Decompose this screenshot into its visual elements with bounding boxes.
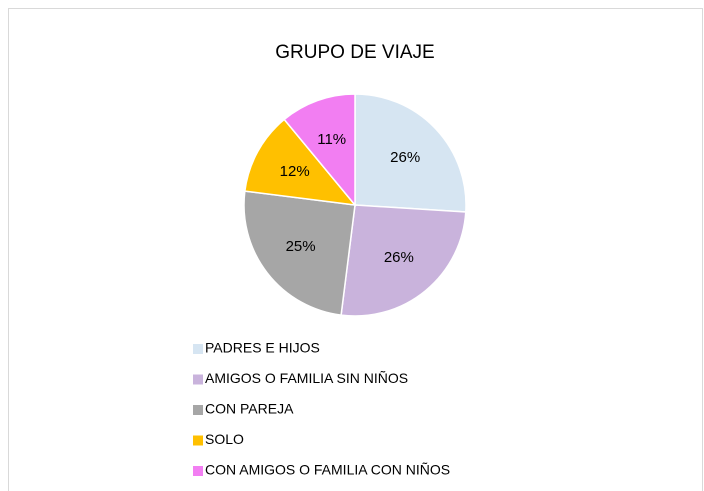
pie-slice (354, 93, 467, 213)
legend-label: CON AMIGOS O FAMILIA CON NIÑOS (205, 462, 450, 478)
legend-label: PADRES E HIJOS (205, 340, 320, 356)
chart-title: GRUPO DE VIAJE (275, 42, 434, 63)
data-label: 26% (384, 249, 414, 266)
pie-slice (340, 204, 467, 317)
legend-label: CON PAREJA (205, 401, 294, 417)
data-label: 26% (390, 149, 420, 166)
legend-swatch (193, 405, 203, 415)
pie-slice (244, 118, 357, 206)
data-label: 11% (317, 131, 346, 148)
legend-swatch (193, 466, 203, 476)
legend-label: SOLO (205, 431, 244, 447)
legend-label: AMIGOS O FAMILIA SIN NIÑOS (205, 370, 408, 386)
legend-swatch (193, 435, 203, 446)
data-label: 25% (286, 238, 316, 255)
pie-slice (243, 190, 356, 316)
legend-swatch (193, 374, 203, 385)
pie-slice (283, 93, 356, 208)
data-label: 12% (280, 163, 310, 180)
legend-swatch (193, 344, 203, 354)
